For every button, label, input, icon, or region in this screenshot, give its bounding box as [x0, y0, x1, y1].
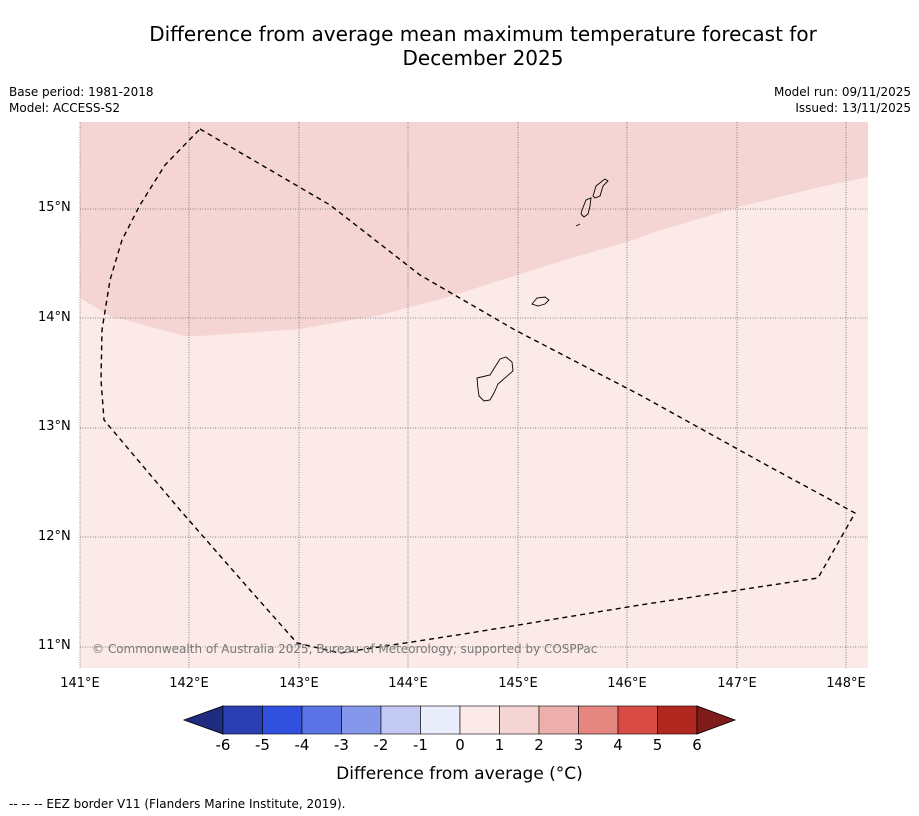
colorbar-tick-label: -6	[215, 736, 231, 754]
lon-label-143e: 143°E	[279, 676, 319, 691]
island-tinian	[580, 197, 592, 218]
lon-label-141e: 141°E	[60, 676, 100, 691]
title-line-2: December 2025	[402, 46, 564, 70]
eez-border	[100, 128, 856, 654]
colorbar-bin	[341, 705, 382, 735]
colorbar-tick-label: 3	[573, 736, 584, 754]
metadata-left: Base period: 1981-2018 Model: ACCESS-S2	[9, 84, 154, 116]
issued-date: Issued: 13/11/2025	[795, 101, 911, 115]
colorbar-tick-label: 6	[692, 736, 702, 754]
colorbar-bin	[222, 705, 263, 735]
lon-label-146e: 146°E	[607, 676, 647, 691]
lat-label-15n: 15°N	[38, 200, 71, 215]
lat-label-11n: 11°N	[38, 638, 71, 653]
colorbar-tick-label: -3	[334, 736, 349, 754]
lon-label-147e: 147°E	[717, 676, 757, 691]
model-name: Model: ACCESS-S2	[9, 101, 121, 115]
colorbar	[182, 705, 737, 735]
colorbar-bin	[459, 705, 500, 735]
colorbar-bin	[617, 705, 658, 735]
lon-label-145e: 145°E	[498, 676, 538, 691]
metadata-right: Model run: 09/11/2025 Issued: 13/11/2025	[774, 84, 911, 116]
lon-label-148e: 148°E	[826, 676, 866, 691]
island-guam	[476, 356, 514, 402]
base-period: Base period: 1981-2018	[9, 85, 154, 99]
colorbar-tick-label: -2	[373, 736, 389, 754]
eez-legend-note: -- -- -- EEZ border V11 (Flanders Marine…	[9, 797, 346, 811]
colorbar-extend-high	[696, 705, 737, 735]
colorbar-extend-low	[182, 705, 224, 735]
colorbar-tick-label: -4	[294, 736, 310, 754]
colorbar-bin	[657, 705, 698, 735]
colorbar-tick-label: 0	[455, 736, 465, 754]
colorbar-bin	[380, 705, 421, 735]
graticule	[79, 122, 868, 668]
colorbar-tick-label: 4	[613, 736, 623, 754]
lon-label-142e: 142°E	[169, 676, 209, 691]
title-line-1: Difference from average mean maximum tem…	[149, 22, 817, 46]
copyright-notice: © Commonwealth of Australia 2025, Bureau…	[92, 642, 598, 656]
islands	[476, 178, 609, 402]
map-title: Difference from average mean maximum tem…	[0, 22, 919, 70]
colorbar-tick-label: 1	[494, 736, 505, 754]
colorbar-bin	[499, 705, 540, 735]
lat-label-13n: 13°N	[38, 419, 71, 434]
colorbar-bin	[538, 705, 579, 735]
island-rota	[531, 296, 550, 307]
colorbar-bin	[420, 705, 461, 735]
model-run-date: Model run: 09/11/2025	[773, 85, 911, 99]
anomaly-zone-1-to-2	[80, 122, 868, 336]
colorbar-tick-label: 2	[534, 736, 544, 754]
colorbar-title: Difference from average (°C)	[336, 764, 583, 784]
lat-label-14n: 14°N	[38, 310, 71, 325]
colorbar-tick-label: -5	[255, 736, 270, 754]
lat-label-12n: 12°N	[38, 529, 71, 544]
colorbar-tick-label: 5	[652, 736, 663, 754]
lon-label-144e: 144°E	[388, 676, 428, 691]
island-saipan	[592, 178, 609, 199]
colorbar-bin	[301, 705, 342, 735]
colorbar-tick-label: -1	[413, 736, 428, 754]
colorbar-bin	[578, 705, 619, 735]
island-aguijan	[575, 223, 581, 227]
colorbar-bin	[262, 705, 303, 735]
